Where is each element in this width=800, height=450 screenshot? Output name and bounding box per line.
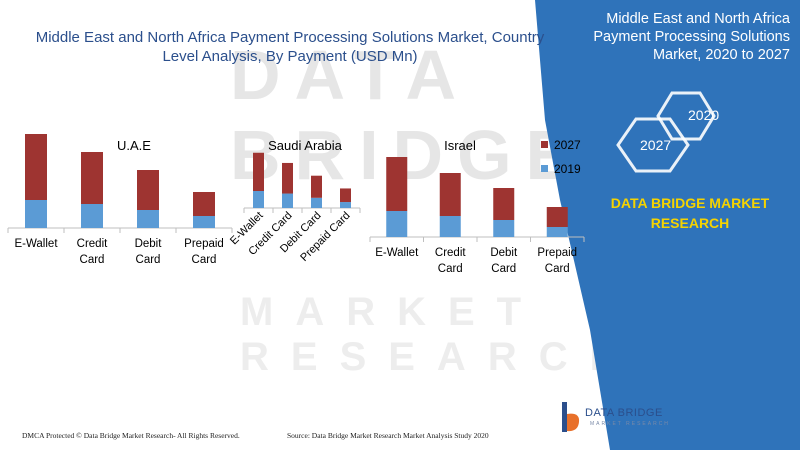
- bar-2027: [340, 188, 351, 203]
- category-label: Card: [80, 254, 105, 266]
- bar-2019: [253, 191, 264, 208]
- bar-2019: [386, 211, 408, 237]
- bar-2027: [493, 188, 515, 220]
- bar-2019: [493, 220, 515, 237]
- bar-2027: [546, 207, 568, 227]
- bar-2019: [193, 216, 215, 228]
- category-label: E-Wallet: [375, 247, 419, 259]
- hexagon-2020: [656, 91, 716, 141]
- hexagon-label-2020: 2020: [688, 107, 720, 123]
- chart-title: Middle East and North Africa Payment Pro…: [35, 29, 545, 65]
- category-label: Debit: [490, 247, 518, 259]
- category-label: Prepaid: [184, 238, 224, 250]
- subchart-title: Saudi Arabia: [268, 138, 342, 153]
- bar-2027: [386, 157, 408, 211]
- category-label: Card: [491, 263, 516, 275]
- category-label: Prepaid: [537, 247, 577, 259]
- bar-2019: [311, 197, 322, 208]
- logo-subtitle: MARKET RESEARCH: [590, 421, 670, 427]
- category-label: Card: [545, 263, 570, 275]
- bar-2027: [253, 152, 264, 191]
- category-label: Debit: [135, 238, 163, 250]
- legend-label-2019: 2019: [554, 162, 581, 176]
- category-label: Card: [192, 254, 217, 266]
- category-label: Card: [438, 263, 463, 275]
- bar-2027: [282, 162, 293, 194]
- watermark-line-2: MARKET RESEARCH: [240, 290, 641, 379]
- footer-copyright: DMCA Protected © Data Bridge Market Rese…: [22, 431, 240, 440]
- footer-source: Source: Data Bridge Market Research Mark…: [287, 431, 489, 440]
- bar-2027: [193, 192, 215, 216]
- brand-name: DATA BRIDGE MARKET RESEARCH: [610, 195, 770, 231]
- subchart-title: U.A.E: [117, 138, 151, 153]
- bar-2027: [81, 152, 103, 204]
- category-label: Credit: [435, 247, 466, 259]
- bar-2019: [282, 193, 293, 208]
- legend-label-2027: 2027: [554, 138, 581, 152]
- bar-2019: [25, 200, 47, 228]
- bar-2027: [25, 134, 47, 200]
- category-label: Credit: [77, 238, 108, 250]
- bar-2019: [439, 216, 461, 237]
- subchart-title: Israel: [444, 138, 476, 153]
- data-bridge-logo-icon: [562, 402, 580, 432]
- bar-2027: [439, 173, 461, 216]
- category-label: Card: [136, 254, 161, 266]
- legend-swatch-2027: [541, 141, 548, 148]
- bar-2027: [137, 170, 159, 210]
- hexagon-label-2027: 2027: [640, 137, 672, 153]
- logo-name: DATA BRIDGE: [585, 407, 663, 419]
- bar-2019: [137, 210, 159, 228]
- bar-2019: [546, 227, 568, 237]
- hexagon-2027: [616, 117, 690, 173]
- bar-2027: [311, 175, 322, 198]
- side-panel-title: Middle East and North Africa Payment Pro…: [593, 11, 790, 63]
- category-label: E-Wallet: [14, 238, 58, 250]
- bar-2019: [340, 202, 351, 208]
- bar-2019: [81, 204, 103, 228]
- legend-swatch-2019: [541, 165, 548, 172]
